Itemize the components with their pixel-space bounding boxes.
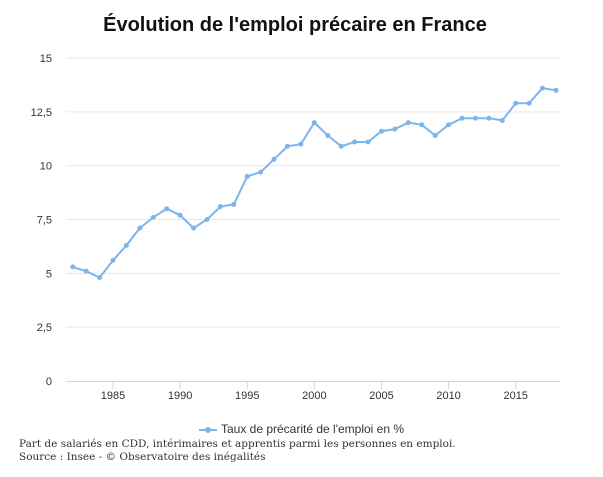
data-point[interactable] (164, 206, 170, 212)
x-tick-label: 2015 (503, 390, 527, 402)
x-tick-label: 1990 (168, 390, 192, 402)
data-point[interactable] (325, 133, 331, 139)
y-tick-label: 5 (46, 268, 52, 280)
series-line (72, 87, 557, 279)
data-point[interactable] (123, 242, 129, 248)
data-point[interactable] (204, 217, 210, 222)
legend-label: Taux de précarité de l'emploi en % (220, 422, 405, 436)
data-point[interactable] (110, 257, 116, 263)
data-point[interactable] (472, 115, 478, 121)
y-tick-label: 0 (46, 376, 52, 388)
data-point[interactable] (365, 139, 371, 145)
y-tick-label: 2,5 (37, 322, 52, 334)
x-tick-label: 2000 (302, 390, 326, 402)
y-tick-label: 10 (40, 161, 52, 173)
data-point[interactable] (405, 120, 411, 126)
data-point[interactable] (352, 139, 358, 145)
data-point[interactable] (526, 100, 532, 106)
line-chart: 0 2,5 5 7,5 10 12,5 15 1985 1990 1995 2000 2005 2010… (31, 53, 560, 402)
data-point[interactable] (446, 122, 452, 128)
x-tick-label: 1995 (235, 390, 259, 402)
caption-description: Part de salariés en CDD, intérimaires et… (19, 438, 456, 450)
data-point[interactable] (177, 212, 183, 218)
data-point[interactable] (499, 117, 505, 123)
data-point[interactable] (513, 100, 519, 106)
legend-line-marker-icon (198, 426, 217, 433)
data-point[interactable] (258, 169, 264, 175)
y-tick-label: 15 (40, 53, 52, 65)
y-tick-label: 7,5 (37, 215, 52, 227)
tick-labels: 0 2,5 5 7,5 10 12,5 15 1985 1990 1995 2000 2005 2010… (31, 53, 528, 402)
data-point[interactable] (271, 156, 277, 162)
data-point[interactable] (244, 173, 250, 179)
data-point[interactable] (231, 201, 237, 207)
data-point[interactable] (83, 268, 89, 274)
data-point[interactable] (311, 120, 317, 126)
data-point[interactable] (338, 143, 344, 149)
data-point[interactable] (217, 204, 223, 210)
data-point[interactable] (432, 133, 438, 139)
data-point[interactable] (392, 126, 398, 132)
chart-caption: Part de salariés en CDD, intérimaires et… (19, 438, 456, 464)
x-tick-label: 1985 (101, 390, 125, 402)
data-point[interactable] (459, 115, 465, 121)
data-point[interactable] (298, 141, 304, 147)
data-point[interactable] (378, 128, 384, 134)
data-point[interactable] (191, 225, 197, 231)
x-tick-label: 2005 (369, 390, 393, 402)
data-point[interactable] (70, 264, 76, 270)
x-tick-label: 2010 (436, 390, 460, 402)
data-point[interactable] (97, 275, 103, 281)
data-point[interactable] (553, 87, 559, 93)
chart-title: Évolution de l'emploi précaire en France (103, 14, 487, 36)
y-tick-label: 12,5 (31, 107, 52, 119)
caption-source: Source : Insee - © Observatoire des inég… (19, 451, 266, 463)
data-point[interactable] (137, 225, 143, 231)
legend[interactable]: Taux de précarité de l'emploi en % (0, 422, 603, 436)
data-point[interactable] (486, 115, 492, 121)
grid-lines (66, 57, 560, 328)
data-point[interactable] (540, 85, 546, 91)
series-taux-precarite (70, 85, 559, 281)
data-point[interactable] (419, 122, 425, 128)
axes (66, 381, 560, 389)
data-point[interactable] (284, 143, 290, 149)
data-point[interactable] (150, 214, 156, 220)
